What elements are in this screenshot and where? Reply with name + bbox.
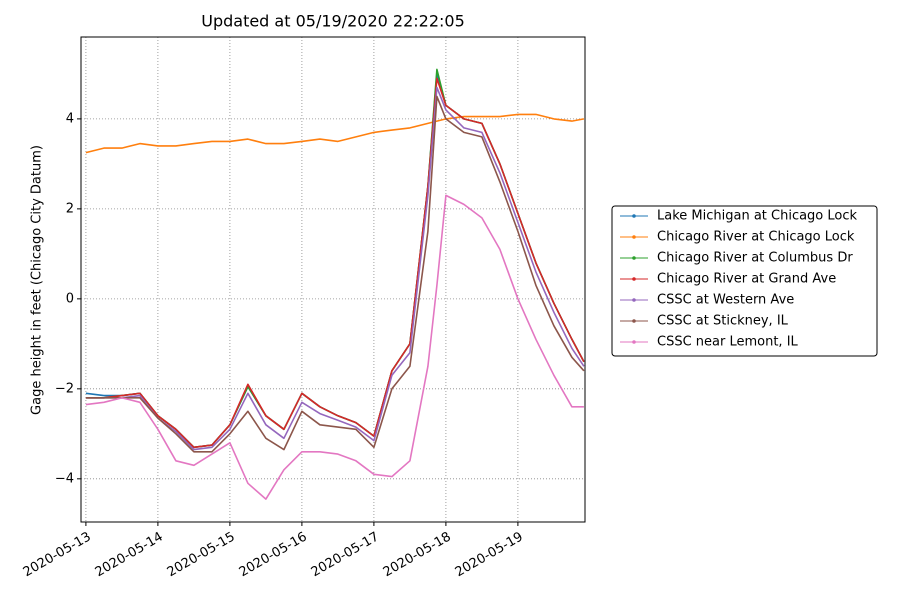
legend-label: Chicago River at Grand Ave [657, 272, 836, 287]
legend-marker [632, 319, 636, 323]
y-axis-label: Gage height in feet (Chicago City Datum) [30, 145, 45, 415]
series-line [85, 86, 585, 451]
x-tick-label: 2020-05-19 [453, 530, 526, 581]
series-line [85, 68, 585, 449]
legend-box [611, 205, 878, 357]
x-tick-label: 2020-05-14 [93, 530, 166, 581]
legend-label: Chicago River at Columbus Dr [657, 251, 853, 266]
legend-label: CSSC at Western Ave [657, 293, 794, 308]
series-line [85, 95, 585, 453]
plot-frame [80, 36, 586, 523]
series-line [85, 113, 585, 154]
y-tick-label: 4 [66, 111, 74, 126]
legend-marker [632, 340, 636, 344]
x-tick-label: 2020-05-13 [21, 530, 94, 581]
legend-label: CSSC near Lemont, IL [657, 335, 799, 350]
legend-label: CSSC at Stickney, IL [657, 314, 789, 329]
series-line [85, 73, 585, 449]
y-tick-label: 0 [66, 291, 74, 306]
x-tick-label: 2020-05-17 [309, 530, 382, 581]
legend-marker [632, 256, 636, 260]
legend-label: Lake Michigan at Chicago Lock [657, 209, 858, 224]
legend-marker [632, 235, 636, 239]
series-line [85, 77, 585, 449]
x-tick-label: 2020-05-18 [381, 530, 454, 581]
legend-marker [632, 298, 636, 302]
legend-marker [632, 277, 636, 281]
series-line [85, 194, 584, 500]
grid [81, 37, 585, 522]
legend-marker [632, 214, 636, 218]
legend-label: Chicago River at Chicago Lock [657, 230, 855, 245]
y-tick-label: −4 [55, 471, 74, 486]
chart-title: Updated at 05/19/2020 22:22:05 [201, 12, 465, 31]
y-tick-label: 2 [66, 201, 74, 216]
x-tick-label: 2020-05-16 [237, 530, 310, 581]
x-tick-label: 2020-05-15 [165, 530, 238, 581]
y-tick-label: −2 [55, 381, 74, 396]
